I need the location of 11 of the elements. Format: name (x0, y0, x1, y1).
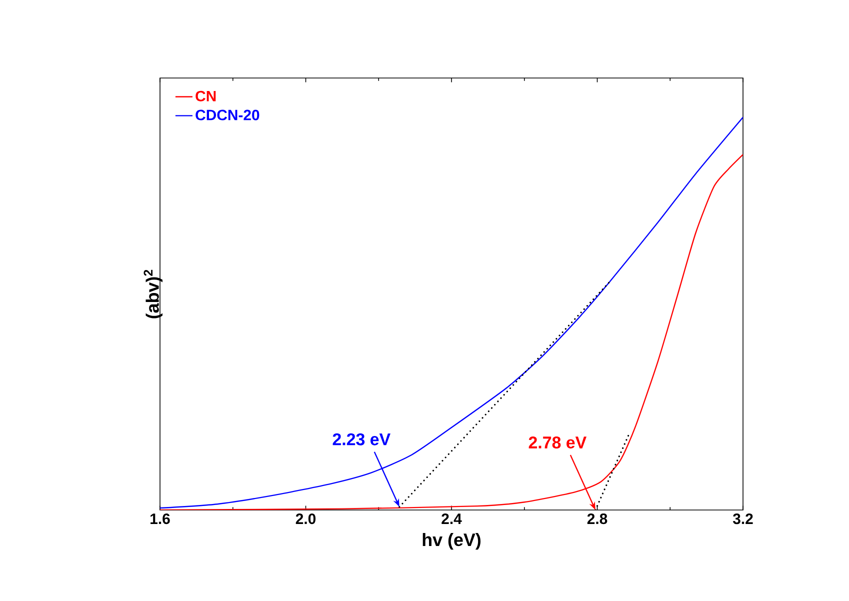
x-tick-label: 2.0 (296, 514, 316, 524)
x-tick-label: 2.8 (587, 514, 608, 524)
annotation: 2.78 eV (528, 436, 586, 448)
x-axis-title: hv (eV) (422, 532, 480, 550)
x-tick-label: 1.6 (150, 514, 170, 524)
y-axis-title: (abv)$^{2}$ (144, 270, 162, 318)
x-tick-label: 3.2 (732, 514, 753, 524)
legend-label: CDCN-20 (196, 110, 260, 120)
annotation: 2.23 eV (332, 433, 390, 446)
legend-label: CN (196, 90, 216, 102)
x-tick-label: 2.4 (442, 514, 462, 524)
